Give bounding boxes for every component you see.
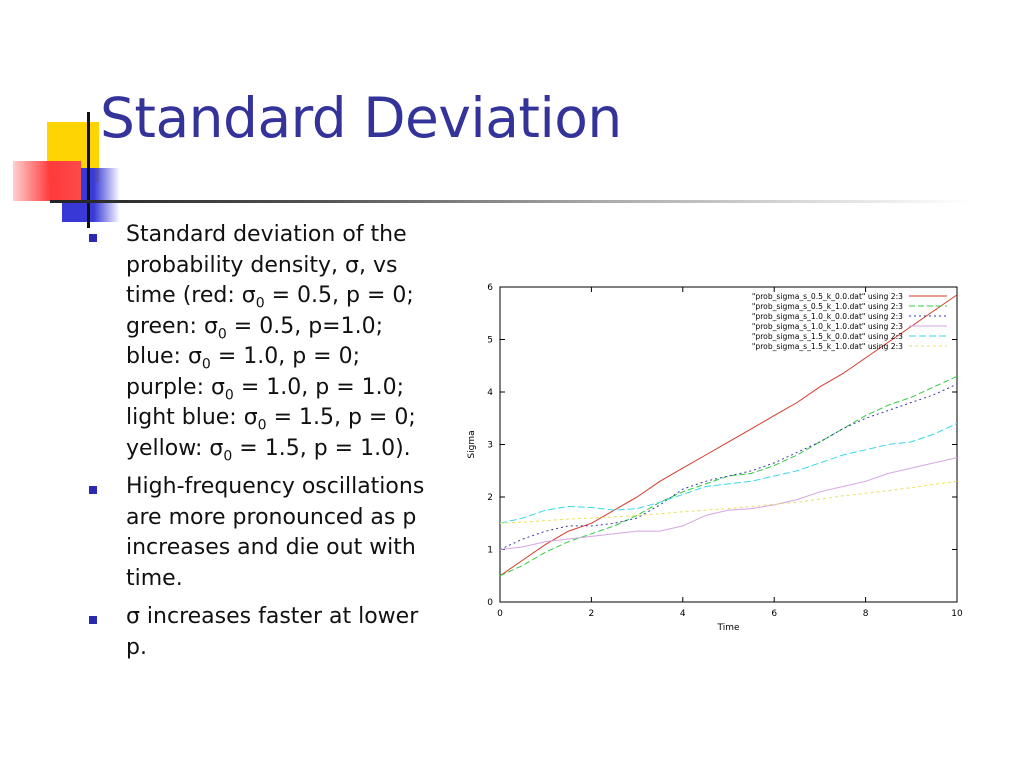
subscript: 0 xyxy=(257,417,267,434)
legend-entry-label: "prob_sigma_s_0.5_k_1.0.dat" using 2:3 xyxy=(752,302,903,311)
text-run: = 0.5, p=1.0; blue: σ xyxy=(126,313,384,370)
y-tick-label: 2 xyxy=(487,493,493,503)
x-tick-label: 2 xyxy=(589,609,595,619)
legend-entry-label: "prob_sigma_s_1.5_k_1.0.dat" using 2:3 xyxy=(752,342,903,351)
text-run: = 1.5, p = 0; yellow: σ xyxy=(126,405,416,461)
bullet-marker xyxy=(89,234,97,242)
y-tick-label: 0 xyxy=(487,598,493,608)
title-underline xyxy=(50,200,970,203)
subscript: 0 xyxy=(224,386,234,403)
slide-title: Standard Deviation xyxy=(100,86,622,150)
legend-entry-label: "prob_sigma_s_1.5_k_0.0.dat" using 2:3 xyxy=(752,332,903,341)
y-axis-label: Sigma xyxy=(467,430,477,458)
decorative-vertical-line xyxy=(87,112,90,228)
legend-entry-label: "prob_sigma_s_1.0_k_1.0.dat" using 2:3 xyxy=(752,322,903,331)
y-tick-label: 3 xyxy=(487,441,493,451)
series-line-6 xyxy=(499,480,958,524)
subscript: 0 xyxy=(201,356,211,373)
text-run: σ increases faster at lower p. xyxy=(126,604,419,660)
series-line-1 xyxy=(499,294,958,577)
x-tick-label: 4 xyxy=(680,609,686,619)
subscript: 0 xyxy=(223,447,233,464)
legend-entry-label: "prob_sigma_s_0.5_k_0.0.dat" using 2:3 xyxy=(752,292,903,301)
x-axis-label: Time xyxy=(716,623,739,633)
sigma-vs-time-chart: 0 2 4 6 8 10 0 1 2 3 4 5 6 Time Sigma "prob_sigma_s_0.5… xyxy=(460,270,980,640)
bullet-text: σ increases faster at lower p. xyxy=(126,604,418,660)
legend-entry-label: "prob_sigma_s_1.0_k_0.0.dat" using 2:3 xyxy=(752,312,903,321)
series-line-4 xyxy=(499,457,958,550)
text-run: = 1.0, p = 0; purple: σ xyxy=(126,344,361,400)
text-run: = 0.5, p = 0; green: σ xyxy=(126,283,414,339)
text-run: High-frequency oscillations are more pro… xyxy=(126,474,425,591)
series-line-2 xyxy=(499,375,958,577)
subscript: 0 xyxy=(217,325,227,342)
bullet-marker xyxy=(89,616,97,624)
y-tick-label: 1 xyxy=(487,546,493,556)
bullet-text: Standard deviation of the probability de… xyxy=(126,222,416,464)
bullet-item: High-frequency oscillations are more pro… xyxy=(88,472,428,594)
y-tick-label: 4 xyxy=(487,388,493,398)
x-tick-label: 10 xyxy=(951,609,963,619)
bullet-item: Standard deviation of the probability de… xyxy=(88,220,428,464)
chart-svg: 0 2 4 6 8 10 0 1 2 3 4 5 6 Time Sigma "prob_sigma_s_0.5… xyxy=(467,283,963,633)
bullet-list: Standard deviation of the probability de… xyxy=(88,220,428,671)
bullet-text: High-frequency oscillations are more pro… xyxy=(126,474,424,591)
bullet-marker xyxy=(89,486,97,494)
y-tick-label: 5 xyxy=(487,336,493,346)
x-tick-label: 6 xyxy=(771,609,777,619)
series-line-3 xyxy=(499,383,958,550)
text-run: Standard deviation of the probability de… xyxy=(126,222,407,308)
decorative-red-bar xyxy=(13,161,81,201)
series-line-5 xyxy=(499,423,958,524)
text-run: = 1.5, p = 1.0). xyxy=(232,435,411,461)
y-tick-label: 6 xyxy=(487,283,493,293)
x-tick-label: 8 xyxy=(863,609,869,619)
text-run: = 1.0, p = 1.0; light blue: σ xyxy=(126,374,405,431)
x-tick-label: 0 xyxy=(497,609,503,619)
subscript: 0 xyxy=(255,295,265,312)
bullet-item: σ increases faster at lower p. xyxy=(88,602,428,663)
